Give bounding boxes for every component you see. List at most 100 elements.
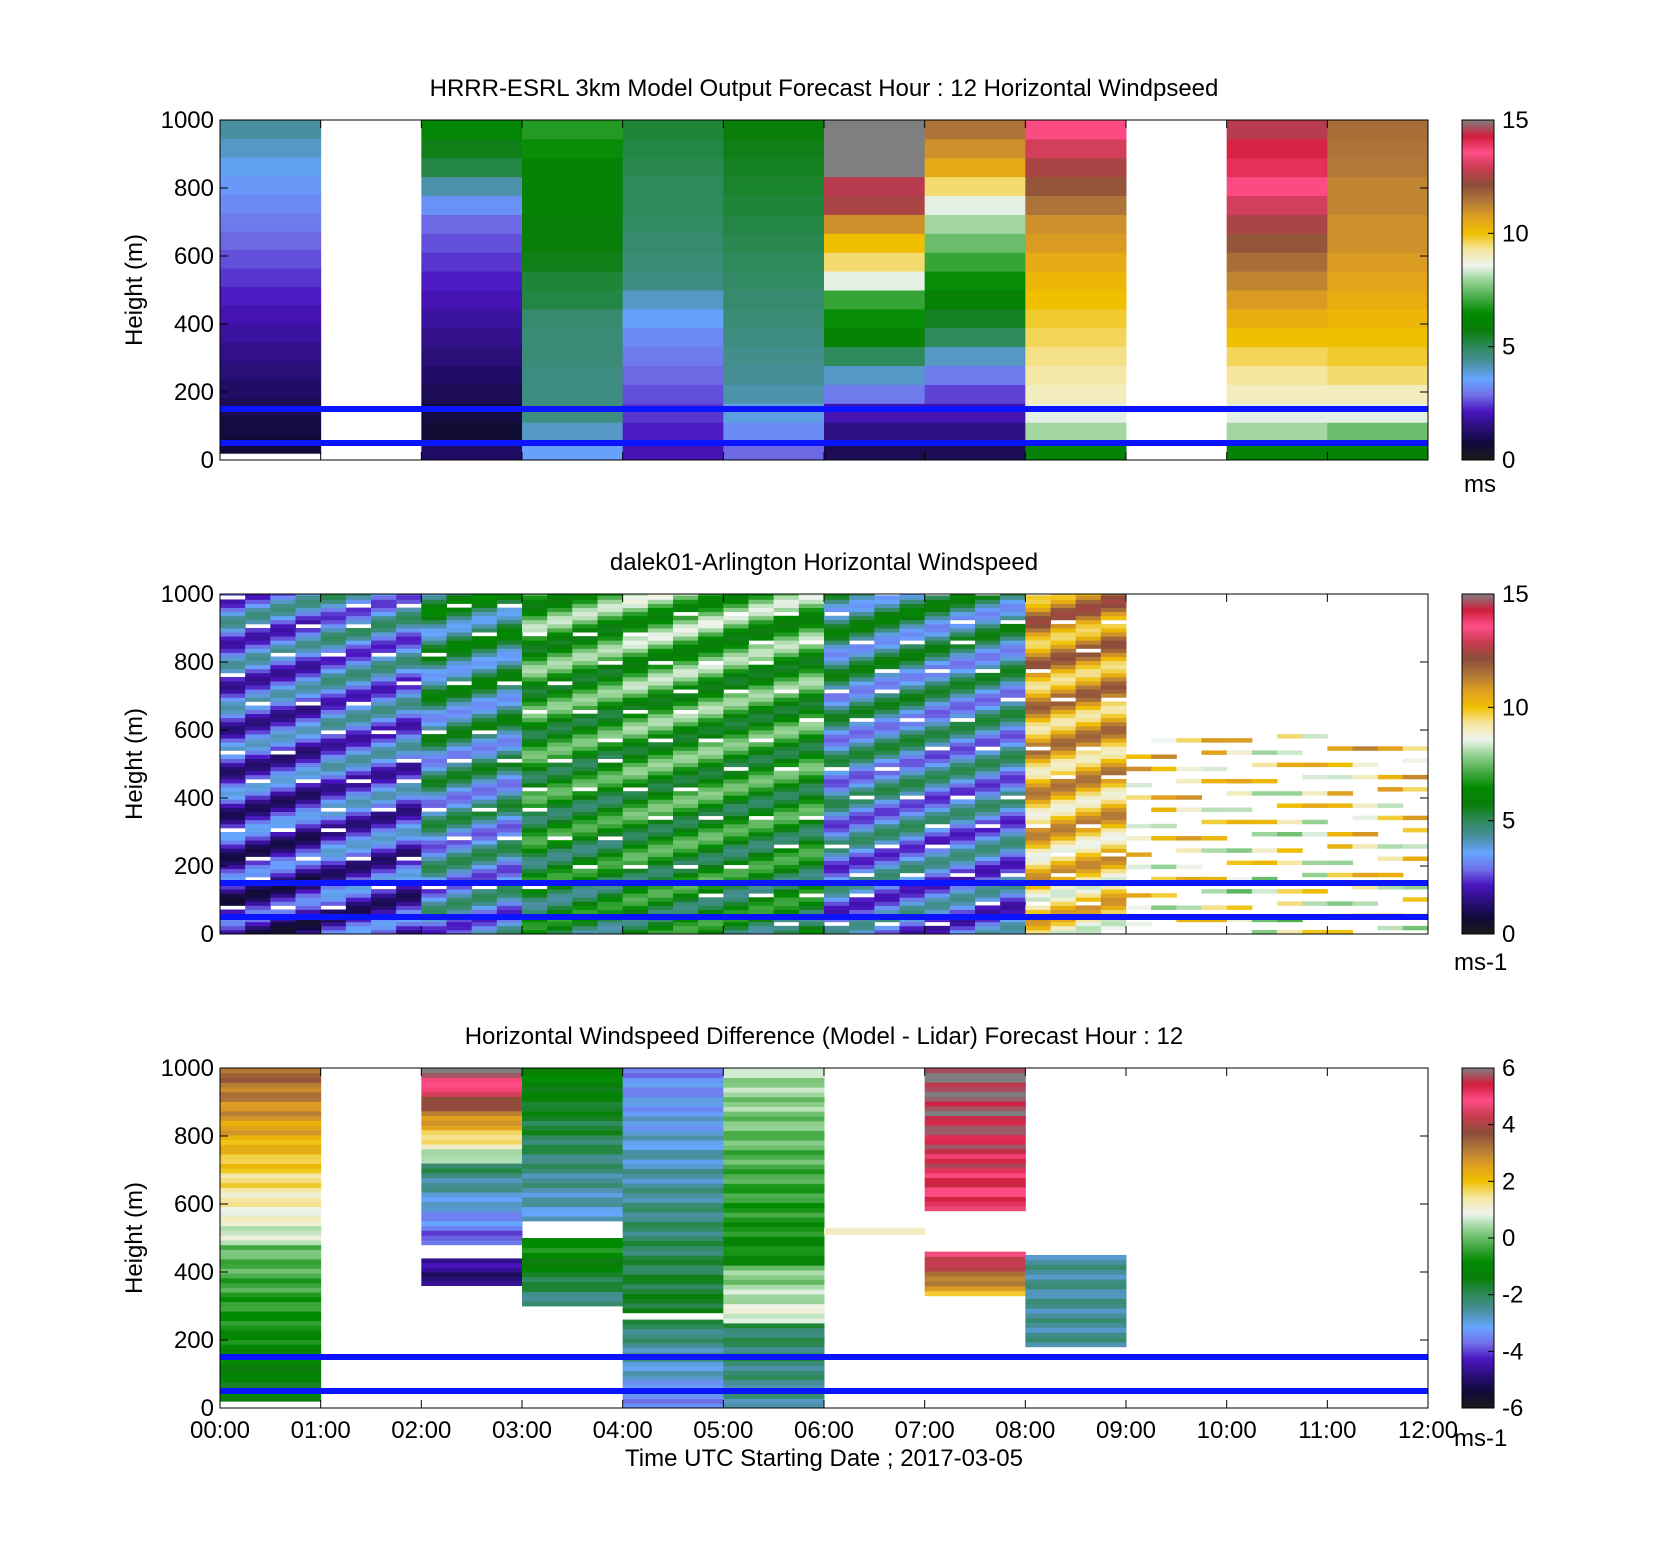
heatmap-cell (773, 701, 800, 706)
heatmap-cell (496, 689, 523, 694)
heatmap-cell (824, 893, 850, 898)
heatmap-cell (1025, 754, 1051, 759)
heatmap-cell (1226, 365, 1328, 385)
heatmap-cell (748, 615, 775, 621)
heatmap-cell (1025, 1283, 1127, 1290)
heatmap-cell (849, 762, 875, 768)
heatmap-cell (245, 770, 271, 776)
y-tick-label: 0 (201, 447, 214, 474)
heatmap-cell (345, 754, 372, 759)
heatmap-cell (622, 1380, 724, 1386)
heatmap-cell (899, 693, 926, 698)
heatmap-cell (396, 595, 422, 600)
heatmap-cell (371, 623, 397, 629)
heatmap-cell (1226, 327, 1328, 348)
heatmap-cell (647, 925, 674, 931)
heatmap-cell (698, 925, 724, 931)
heatmap-cell (270, 787, 296, 792)
heatmap-cell (270, 893, 296, 898)
heatmap-cell (522, 599, 548, 604)
heatmap-cell (949, 868, 976, 874)
heatmap-cell (421, 1148, 523, 1155)
heatmap-cell (421, 1220, 523, 1226)
heatmap-cell (824, 384, 926, 404)
heatmap-cell (975, 864, 1001, 870)
heatmap-cell (597, 754, 624, 759)
heatmap-cell (924, 1082, 1026, 1088)
heatmap-cell (270, 656, 296, 662)
heatmap-cell (1075, 713, 1102, 719)
heatmap-cell (572, 664, 598, 670)
heatmap-cell (698, 868, 724, 874)
heatmap-cell (371, 713, 397, 719)
heatmap-cell (723, 1197, 825, 1204)
heatmap-cell (270, 693, 296, 698)
heatmap-cell (924, 1271, 1026, 1277)
heatmap-cell (975, 783, 1001, 788)
heatmap-cell (572, 860, 598, 866)
heatmap-cell (320, 787, 347, 792)
heatmap-cell (320, 676, 347, 682)
heatmap-cell (874, 603, 900, 608)
heatmap-cell (220, 1263, 322, 1269)
heatmap-cell (245, 746, 271, 751)
heatmap-cell (547, 864, 573, 870)
heatmap-cell (270, 799, 296, 804)
heatmap-cell (975, 656, 1001, 662)
heatmap-cell (320, 766, 347, 772)
heatmap-cell (421, 770, 447, 776)
heatmap-cell (949, 615, 976, 621)
heatmap-cell (295, 783, 322, 788)
heatmap-cell (1075, 815, 1102, 821)
heatmap-cell (723, 157, 825, 178)
colorbar-tick-label: -2 (1502, 1282, 1523, 1309)
colorbar-tick-label: 2 (1502, 1168, 1515, 1195)
heatmap-cell (748, 901, 775, 906)
heatmap-cell (496, 713, 523, 719)
heatmap-cell (723, 799, 749, 804)
heatmap-cell (220, 689, 246, 694)
heatmap-cell (1176, 778, 1202, 784)
heatmap-cell (949, 701, 976, 706)
heatmap-cell (1025, 681, 1051, 686)
heatmap-cell (371, 603, 397, 608)
heatmap-cell (270, 721, 296, 727)
heatmap-cell (798, 811, 825, 817)
heatmap-cell (421, 1192, 523, 1198)
heatmap-cell (874, 823, 900, 829)
heatmap-cell (220, 1168, 322, 1174)
heatmap-cell (899, 721, 926, 727)
heatmap-cell (798, 693, 825, 698)
heatmap-cell (924, 1153, 1026, 1159)
heatmap-cell (471, 815, 498, 821)
heatmap-cell (899, 648, 926, 653)
heatmap-cell (371, 864, 397, 870)
heatmap-cell (622, 214, 724, 234)
heatmap-cell (723, 1164, 825, 1170)
heatmap-cell (471, 595, 498, 600)
y-tick-label: 600 (174, 717, 214, 744)
heatmap-cell (949, 644, 976, 649)
heatmap-cell (371, 717, 397, 723)
heatmap-cell (572, 889, 598, 894)
heatmap-cell (295, 664, 322, 670)
heatmap-cell (1302, 872, 1328, 878)
heatmap-cell (622, 742, 649, 747)
heatmap-cell (723, 1082, 825, 1088)
heatmap-cell (572, 623, 598, 629)
heatmap-cell (1302, 734, 1328, 739)
heatmap-cell (295, 738, 322, 743)
heatmap-cell (270, 701, 296, 706)
heatmap-cell (1100, 595, 1127, 600)
heatmap-cell (396, 672, 422, 678)
heatmap-cell (622, 823, 649, 829)
heatmap-cell (295, 644, 322, 649)
heatmap-cell (572, 607, 598, 613)
heatmap-cell (1025, 1288, 1127, 1295)
heatmap-cell (1050, 594, 1077, 596)
heatmap-cell (949, 668, 976, 674)
heatmap-cell (295, 632, 322, 637)
heatmap-cell (622, 1197, 724, 1203)
heatmap-cell (220, 268, 322, 288)
heatmap-cell (647, 840, 674, 845)
